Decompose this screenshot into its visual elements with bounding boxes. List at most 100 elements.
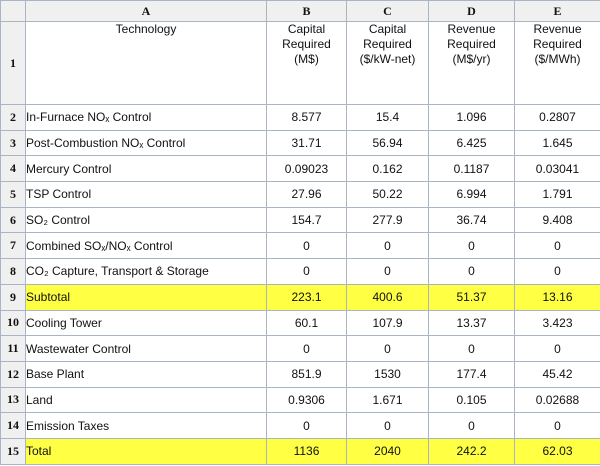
capital-ms-cell[interactable]: 0 [266, 335, 347, 362]
capital-kw-cell[interactable]: 0 [346, 232, 429, 260]
row-header[interactable]: 13 [0, 386, 26, 414]
capital-kw-cell[interactable]: 1.671 [346, 386, 429, 414]
revenue-mwh-cell[interactable]: 0.03041 [514, 155, 600, 183]
revenue-msyr-cell[interactable]: 0.1187 [428, 155, 515, 183]
capital-ms-cell[interactable]: 0 [266, 232, 347, 260]
revenue-msyr-cell[interactable]: 0 [428, 335, 515, 362]
row-header[interactable]: 3 [0, 129, 26, 157]
capital-ms-cell[interactable]: 0 [266, 258, 347, 285]
capital-kw-cell[interactable]: 0 [346, 412, 429, 439]
revenue-msyr-cell[interactable]: 0 [428, 258, 515, 285]
revenue-msyr-cell[interactable]: 51.37 [428, 283, 515, 311]
capital-ms-cell[interactable]: 60.1 [266, 309, 347, 337]
revenue-mwh-cell[interactable]: 1.791 [514, 181, 600, 208]
revenue-msyr-cell[interactable]: 177.4 [428, 360, 515, 388]
technology-cell[interactable]: TSP Control [25, 181, 267, 208]
revenue-msyr-cell[interactable]: 1.096 [428, 104, 515, 131]
row-header[interactable]: 8 [0, 258, 26, 285]
header-line: Capital [287, 22, 326, 37]
capital-ms-cell[interactable]: 0 [266, 412, 347, 439]
header-revenue-required-mwh[interactable]: Revenue Required ($/MWh) [514, 21, 600, 105]
column-header-e[interactable]: E [514, 0, 600, 22]
revenue-mwh-cell[interactable]: 45.42 [514, 360, 600, 388]
revenue-mwh-cell[interactable]: 1.645 [514, 129, 600, 157]
capital-kw-cell[interactable]: 50.22 [346, 181, 429, 208]
row-header[interactable]: 2 [0, 104, 26, 131]
revenue-mwh-cell[interactable]: 0 [514, 258, 600, 285]
capital-ms-cell[interactable]: 1136 [266, 437, 347, 465]
revenue-mwh-cell[interactable]: 0 [514, 335, 600, 362]
technology-cell[interactable]: Wastewater Control [25, 335, 267, 362]
revenue-msyr-cell[interactable]: 0.105 [428, 386, 515, 414]
row-header[interactable]: 11 [0, 335, 26, 362]
revenue-mwh-cell[interactable]: 0.02688 [514, 386, 600, 414]
capital-ms-cell[interactable]: 0.9306 [266, 386, 347, 414]
technology-cell[interactable]: In-Furnace NOₓ Control [25, 104, 267, 131]
capital-ms-cell[interactable]: 154.7 [266, 206, 347, 234]
capital-ms-cell[interactable]: 8.577 [266, 104, 347, 131]
header-capital-required-ms[interactable]: Capital Required (M$) [266, 21, 347, 105]
revenue-mwh-cell[interactable]: 0.2807 [514, 104, 600, 131]
revenue-mwh-cell[interactable]: 9.408 [514, 206, 600, 234]
header-line: Revenue [447, 22, 496, 37]
column-header-a[interactable]: A [25, 0, 267, 22]
capital-kw-cell[interactable]: 2040 [346, 437, 429, 465]
header-line: Required [447, 37, 496, 51]
capital-kw-cell[interactable]: 1530 [346, 360, 429, 388]
row-header[interactable]: 4 [0, 155, 26, 183]
revenue-msyr-cell[interactable]: 0 [428, 412, 515, 439]
technology-cell[interactable]: Total [25, 437, 267, 465]
header-technology[interactable]: Technology [25, 21, 267, 105]
row-header[interactable]: 14 [0, 412, 26, 439]
revenue-msyr-cell[interactable]: 6.994 [428, 181, 515, 208]
capital-ms-cell[interactable]: 223.1 [266, 283, 347, 311]
row-header[interactable]: 6 [0, 206, 26, 234]
row-header[interactable]: 5 [0, 181, 26, 208]
header-revenue-required-msyr[interactable]: Revenue Required (M$/yr) [428, 21, 515, 105]
technology-cell[interactable]: Mercury Control [25, 155, 267, 183]
revenue-mwh-cell[interactable]: 3.423 [514, 309, 600, 337]
technology-cell[interactable]: Base Plant [25, 360, 267, 388]
capital-kw-cell[interactable]: 0 [346, 335, 429, 362]
capital-kw-cell[interactable]: 0 [346, 258, 429, 285]
row-header[interactable]: 9 [0, 283, 26, 311]
technology-cell[interactable]: Post-Combustion NOₓ Control [25, 129, 267, 157]
row-header-1[interactable]: 1 [0, 21, 26, 105]
capital-ms-cell[interactable]: 851.9 [266, 360, 347, 388]
revenue-mwh-cell[interactable]: 0 [514, 232, 600, 260]
revenue-msyr-cell[interactable]: 13.37 [428, 309, 515, 337]
capital-ms-cell[interactable]: 0.09023 [266, 155, 347, 183]
capital-kw-cell[interactable]: 56.94 [346, 129, 429, 157]
capital-ms-cell[interactable]: 31.71 [266, 129, 347, 157]
technology-cell[interactable]: SO₂ Control [25, 206, 267, 234]
technology-cell[interactable]: Combined SOₓ/NOₓ Control [25, 232, 267, 260]
row-header[interactable]: 12 [0, 360, 26, 388]
technology-cell[interactable]: CO₂ Capture, Transport & Storage [25, 258, 267, 285]
revenue-msyr-cell[interactable]: 0 [428, 232, 515, 260]
capital-kw-cell[interactable]: 15.4 [346, 104, 429, 131]
column-header-b[interactable]: B [266, 0, 347, 22]
technology-cell[interactable]: Land [25, 386, 267, 414]
revenue-mwh-cell[interactable]: 0 [514, 412, 600, 439]
capital-kw-cell[interactable]: 0.162 [346, 155, 429, 183]
row-header[interactable]: 7 [0, 232, 26, 260]
table-row: 10 Cooling Tower 60.1 107.9 13.37 3.423 [0, 309, 600, 337]
capital-kw-cell[interactable]: 107.9 [346, 309, 429, 337]
corner-cell[interactable] [0, 0, 26, 22]
technology-cell[interactable]: Emission Taxes [25, 412, 267, 439]
column-header-c[interactable]: C [346, 0, 429, 22]
technology-cell[interactable]: Subtotal [25, 283, 267, 311]
capital-kw-cell[interactable]: 277.9 [346, 206, 429, 234]
row-header[interactable]: 15 [0, 437, 26, 465]
revenue-mwh-cell[interactable]: 62.03 [514, 437, 600, 465]
column-header-d[interactable]: D [428, 0, 515, 22]
revenue-msyr-cell[interactable]: 6.425 [428, 129, 515, 157]
header-capital-required-kw[interactable]: Capital Required ($/kW-net) [346, 21, 429, 105]
revenue-msyr-cell[interactable]: 242.2 [428, 437, 515, 465]
row-header[interactable]: 10 [0, 309, 26, 337]
technology-cell[interactable]: Cooling Tower [25, 309, 267, 337]
capital-ms-cell[interactable]: 27.96 [266, 181, 347, 208]
capital-kw-cell[interactable]: 400.6 [346, 283, 429, 311]
revenue-mwh-cell[interactable]: 13.16 [514, 283, 600, 311]
revenue-msyr-cell[interactable]: 36.74 [428, 206, 515, 234]
